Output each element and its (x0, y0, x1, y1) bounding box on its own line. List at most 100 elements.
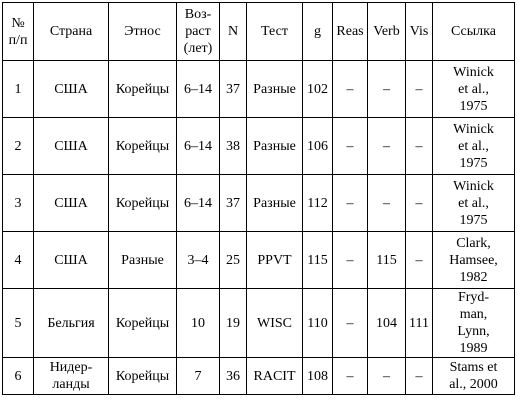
cell-country-line: Нидер- (49, 360, 93, 375)
cell-country: США (33, 174, 109, 232)
col-test-header: Тест (246, 2, 303, 61)
col-verb-header-line: Verb (373, 24, 400, 39)
cell-test: Разные (246, 60, 303, 118)
col-age-header-line: (лет) (183, 41, 213, 56)
cell-reference-line: al., 2000 (449, 377, 498, 392)
cell-ethnos: Корейцы (108, 60, 177, 118)
cell-n: 37 (219, 60, 247, 118)
cell-reference-line: 1975 (459, 155, 488, 171)
cell-reference-line: Winick (453, 64, 494, 80)
cell-country-line: ланды (52, 377, 90, 392)
cell-test: PPVT (246, 231, 303, 289)
cell-n: 36 (219, 357, 247, 395)
cell-country-line: Бельгия (47, 315, 95, 331)
cell-reference-line: et al., (458, 81, 489, 97)
cell-age: 6–14 (176, 60, 220, 118)
cell-reas: – (332, 357, 368, 395)
col-age-header-line: раст (185, 24, 211, 39)
table-row: 5 Бельгия Корейцы 10 19 WISC 110–104 111 Fryd-ma… (2, 288, 515, 358)
table-row: 1 США Корейцы 6–14 37 Разные 102– – – Winick et al… (2, 60, 515, 118)
col-number-header: № п/п (2, 2, 34, 61)
cell-country-line: США (54, 252, 88, 268)
cell-verb: – (367, 174, 406, 232)
cell-reference-line: Lynn, (457, 324, 490, 339)
col-test-header-line: Тест (261, 24, 288, 39)
col-age-header: Воз-раст (лет) (176, 2, 220, 61)
cell-ethnos: Корейцы (108, 174, 177, 232)
col-g-header-line: g (314, 24, 321, 39)
cell-age: 6–14 (176, 117, 220, 175)
cell-number: 2 (2, 117, 34, 175)
cell-test: Разные (246, 117, 303, 175)
cell-n: 19 (219, 288, 247, 358)
cell-number: 4 (2, 231, 34, 289)
col-verb-header: Verb (367, 2, 406, 61)
cell-verb: 115 (367, 231, 406, 289)
cell-reference: Winick et al., 1975 (432, 60, 515, 118)
cell-reference: Stams et al., 2000 (432, 357, 515, 395)
cell-country-line: США (54, 81, 88, 97)
cell-reference: Clark, Hamsee, 1982 (432, 231, 515, 289)
cell-vis: – (405, 357, 433, 395)
cell-country: Бельгия (33, 288, 109, 358)
table-row: 3 США Корейцы 6–14 37 Разные 112– – – Winick et al… (2, 174, 515, 232)
cell-ethnos: Корейцы (108, 357, 177, 395)
cell-reas: – (332, 288, 368, 358)
cell-reference-line: Winick (453, 178, 494, 194)
cell-age: 10 (176, 288, 220, 358)
col-country-header-line: Страна (49, 24, 93, 39)
cell-vis: – (405, 117, 433, 175)
cell-reference-line: 1975 (459, 98, 488, 114)
col-number-header-line: № (11, 15, 25, 31)
col-ethnos-header-line: Этнос (124, 24, 161, 39)
cell-age: 6–14 (176, 174, 220, 232)
cell-country: США (33, 117, 109, 175)
cell-verb: – (367, 117, 406, 175)
table-row: 4 США Разные 3–4 25 PPVT 115–115– Clark, Hamsee,… (2, 231, 515, 289)
cell-test: WISC (246, 288, 303, 358)
cell-country-line: США (54, 138, 88, 154)
table-row: 6 Нидер-ланды Корейцы 7 36 RACIT 108– – – Stams e… (2, 357, 515, 395)
cell-reference: Winick et al., 1975 (432, 117, 515, 175)
col-vis-header-line: Vis (409, 24, 429, 39)
table-header-row: № п/п Страна Этнос Воз-раст (лет) N Тест g Reas Ve… (2, 2, 515, 61)
col-reas-header-line: Reas (336, 24, 364, 39)
cell-number: 3 (2, 174, 34, 232)
cell-n: 37 (219, 174, 247, 232)
cell-g: 112 (302, 174, 333, 232)
cell-country: США (33, 60, 109, 118)
cell-n: 38 (219, 117, 247, 175)
col-reas-header: Reas (332, 2, 368, 61)
cell-number: 5 (2, 288, 34, 358)
cell-age: 7 (176, 357, 220, 395)
cell-vis: – (405, 231, 433, 289)
cell-country-line: США (54, 195, 88, 211)
cell-reas: – (332, 231, 368, 289)
cell-country: США (33, 231, 109, 289)
cell-reference-line: Stams et (449, 360, 498, 375)
col-number-header-line: п/п (8, 32, 28, 48)
cell-number: 1 (2, 60, 34, 118)
cell-reas: – (332, 60, 368, 118)
cell-test: RACIT (246, 357, 303, 395)
cell-reference-line: Fryd- (457, 290, 490, 305)
cell-reference-line: Hamsee, (449, 252, 498, 268)
col-ethnos-header: Этнос (108, 2, 177, 61)
table-row: 2 США Корейцы 6–14 38 Разные 106– – – Winick et al… (2, 117, 515, 175)
results-table: № п/п Страна Этнос Воз-раст (лет) N Тест g Reas Ve… (2, 2, 515, 395)
table-body: 1 США Корейцы 6–14 37 Разные 102– – – Winick et al… (2, 60, 515, 395)
cell-g: 115 (302, 231, 333, 289)
cell-reas: – (332, 117, 368, 175)
cell-reference: Winick et al., 1975 (432, 174, 515, 232)
cell-vis: – (405, 60, 433, 118)
cell-n: 25 (219, 231, 247, 289)
cell-g: 108 (302, 357, 333, 395)
cell-g: 110 (302, 288, 333, 358)
col-n-header: N (219, 2, 247, 61)
cell-ethnos: Корейцы (108, 117, 177, 175)
col-reference-header: Ссылка (432, 2, 515, 61)
cell-number: 6 (2, 357, 34, 395)
col-vis-header: Vis (405, 2, 433, 61)
col-n-header-line: N (227, 24, 239, 39)
